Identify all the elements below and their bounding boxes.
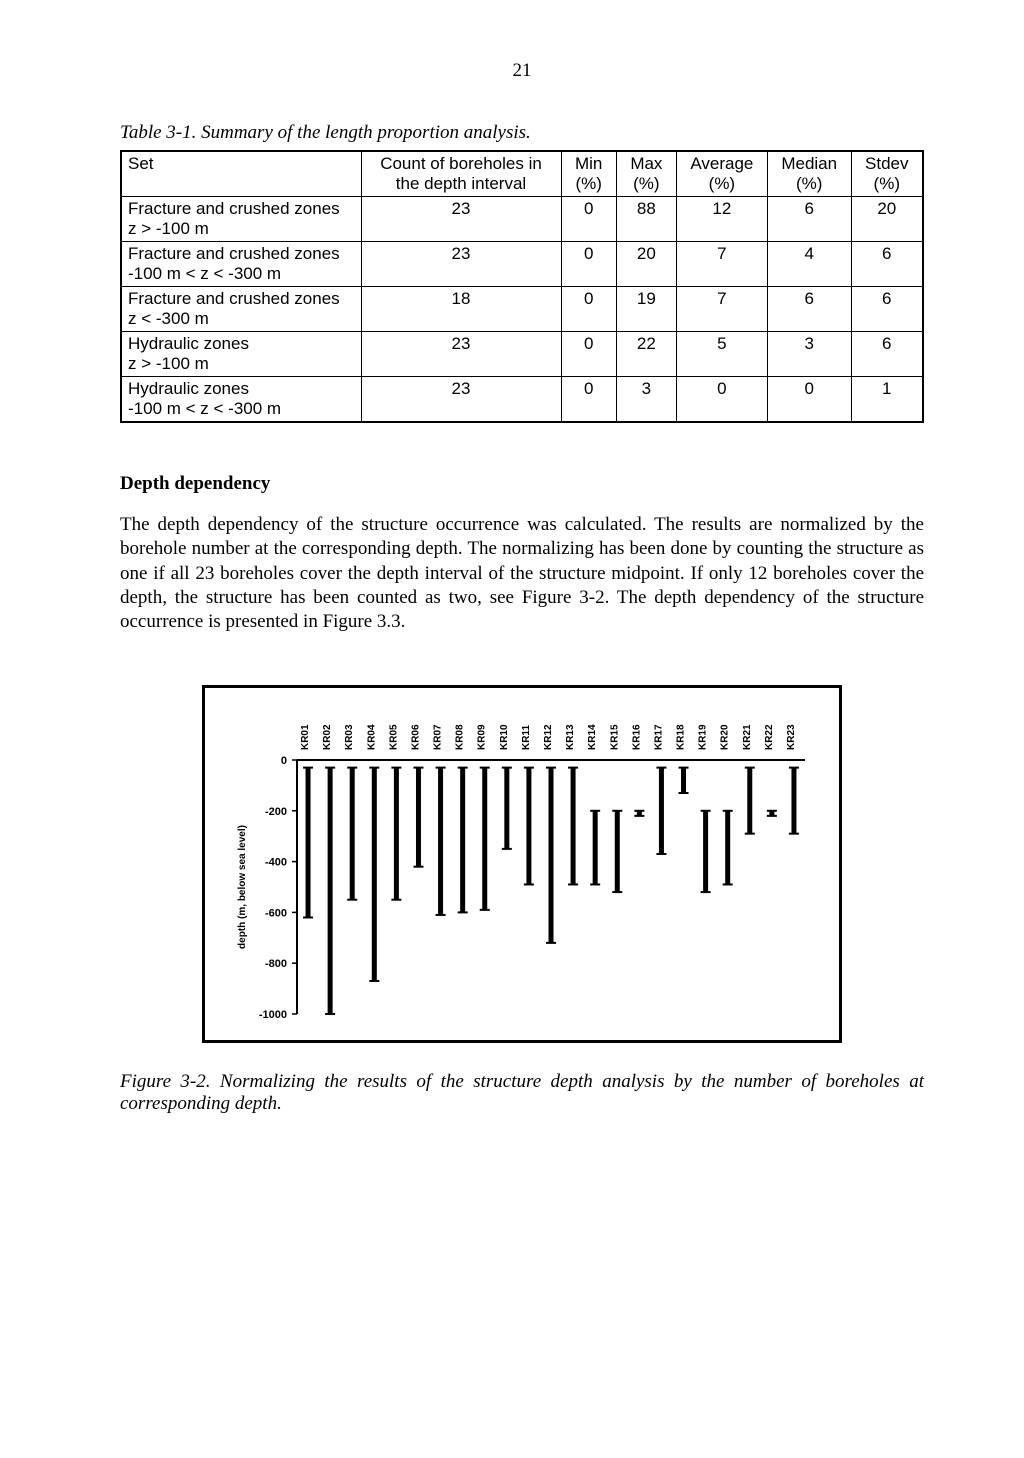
table-cell: 23 [361,197,561,242]
category-label: KR02 [322,724,333,750]
svg-text:-600: -600 [265,907,287,919]
body-text: The depth dependency of the structure oc… [120,513,924,635]
table-cell: 23 [361,332,561,377]
category-label: KR09 [477,724,488,750]
svg-text:-1000: -1000 [259,1009,287,1021]
table-row: Fracture and crushed zonesz < -300 m1801… [121,287,923,332]
chart-frame: KR01 KR02 KR03 KR04 KR05 KR06 KR07 KR08 KR09 KR10… [202,685,842,1043]
table-cell: 20 [851,197,923,242]
table-cell: Hydraulic zones-100 m < z < -300 m [121,377,361,423]
table-cell: 3 [767,332,851,377]
col-min: Min (%) [561,151,616,197]
svg-text:depth (m, below sea level): depth (m, below sea level) [237,825,248,949]
col-max: Max (%) [616,151,676,197]
table-cell: 18 [361,287,561,332]
table-cell: 0 [676,377,767,423]
category-label: KR04 [366,724,377,750]
category-label: KR07 [433,724,444,750]
table-cell: 6 [851,287,923,332]
table-cell: 6 [767,287,851,332]
table-row: Hydraulic zonesz > -100 m23022536 [121,332,923,377]
category-label: KR19 [698,724,709,750]
svg-text:-200: -200 [265,805,287,817]
category-label: KR05 [388,724,399,750]
table-cell: Fracture and crushed zones-100 m < z < -… [121,242,361,287]
category-label: KR14 [587,724,598,750]
table-cell: 12 [676,197,767,242]
svg-text:0: 0 [281,755,287,767]
table-cell: 20 [616,242,676,287]
table-cell: 6 [851,242,923,287]
table-cell: 6 [767,197,851,242]
category-label: KR03 [344,724,355,750]
table-row: Hydraulic zones-100 m < z < -300 m230300… [121,377,923,423]
table-cell: 4 [767,242,851,287]
table-cell: Hydraulic zonesz > -100 m [121,332,361,377]
category-label: KR08 [455,724,466,750]
category-label: KR10 [499,724,510,750]
table-cell: 7 [676,242,767,287]
category-label: KR12 [543,724,554,750]
table-header-row: Set Count of boreholes in the depth inte… [121,151,923,197]
category-label: KR11 [521,724,532,749]
category-label: KR22 [764,724,775,750]
category-label: KR18 [676,724,687,750]
category-label: KR23 [786,724,797,750]
table-cell: 5 [676,332,767,377]
table-caption: Table 3-1. Summary of the length proport… [120,122,924,144]
col-count: Count of boreholes in the depth interval [361,151,561,197]
table-cell: 19 [616,287,676,332]
table-cell: 88 [616,197,676,242]
table-cell: 0 [561,287,616,332]
table-cell: Fracture and crushed zonesz > -100 m [121,197,361,242]
summary-table: Set Count of boreholes in the depth inte… [120,150,924,423]
col-median: Median (%) [767,151,851,197]
table-cell: 0 [561,332,616,377]
col-avg: Average (%) [676,151,767,197]
table-row: Fracture and crushed zones-100 m < z < -… [121,242,923,287]
category-label: KR21 [742,724,753,750]
table-cell: 23 [361,242,561,287]
section-heading: Depth dependency [120,473,924,495]
svg-text:-400: -400 [265,856,287,868]
category-label: KR06 [410,724,421,750]
table-cell: 1 [851,377,923,423]
table-cell: 0 [561,242,616,287]
table-cell: 0 [561,377,616,423]
category-label: KR15 [609,724,620,750]
table-cell: 22 [616,332,676,377]
table-cell: 23 [361,377,561,423]
table-row: Fracture and crushed zonesz > -100 m2308… [121,197,923,242]
table-cell: 7 [676,287,767,332]
category-label: KR01 [300,724,311,750]
table-cell: Fracture and crushed zonesz < -300 m [121,287,361,332]
svg-text:-800: -800 [265,958,287,970]
category-label: KR20 [720,724,731,750]
depth-chart: KR01 KR02 KR03 KR04 KR05 KR06 KR07 KR08 KR09 KR10… [227,706,817,1026]
page-number: 21 [120,60,924,82]
table-cell: 0 [561,197,616,242]
category-label: KR16 [631,724,642,750]
table-cell: 6 [851,332,923,377]
table-cell: 0 [767,377,851,423]
col-set: Set [121,151,361,197]
category-label: KR17 [653,724,664,750]
figure-caption: Figure 3-2. Normalizing the results of t… [120,1071,924,1115]
category-label: KR13 [565,724,576,750]
col-stdev: Stdev (%) [851,151,923,197]
table-cell: 3 [616,377,676,423]
